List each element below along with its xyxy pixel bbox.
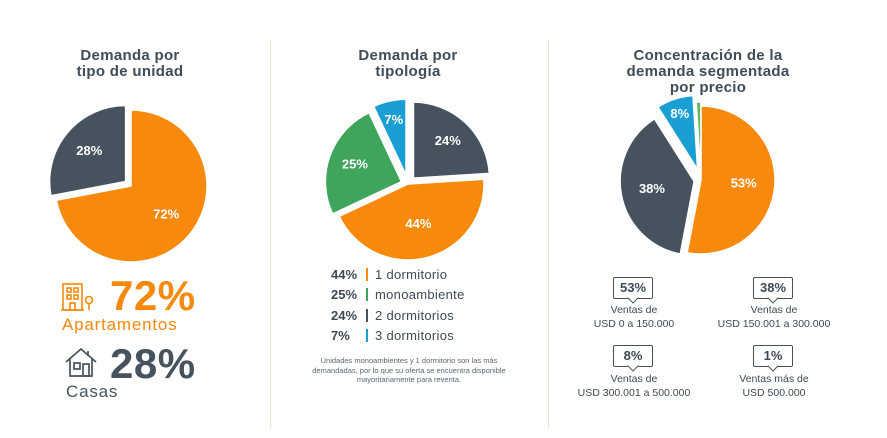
legend-swatch bbox=[366, 288, 368, 302]
segment-label: Ventas de USD 0 a 150.000 bbox=[593, 304, 675, 330]
casas-percentage: 28% bbox=[110, 340, 196, 387]
house-icon bbox=[65, 347, 97, 377]
segment-label: Ventas de USD 150.001 a 300.000 bbox=[717, 304, 831, 330]
pie-slice bbox=[324, 111, 403, 215]
panel1-title: Demanda por tipo de unidad bbox=[76, 47, 184, 80]
pie-slice bbox=[338, 178, 485, 261]
legend-label: 2 dormitorios bbox=[375, 307, 455, 323]
pie-slice-label: 38% bbox=[639, 181, 665, 196]
building-icon bbox=[61, 283, 94, 311]
pie-slice-label: 24% bbox=[435, 133, 461, 148]
segment-label: Ventas de USD 300.001 a 500.000 bbox=[577, 373, 691, 399]
legend-pct: 25% bbox=[331, 287, 358, 303]
apartamentos-percentage: 72% bbox=[110, 272, 196, 319]
legend-pct: 44% bbox=[331, 266, 358, 282]
pie-slice bbox=[48, 104, 127, 197]
legend-swatch bbox=[366, 308, 368, 322]
segment-badge: 38% bbox=[753, 277, 793, 299]
pie-slice bbox=[656, 94, 699, 170]
segment-label: Ventas más de USD 500.000 bbox=[739, 373, 809, 399]
pie-slice bbox=[619, 117, 695, 255]
legend-item: 7% 3 dormitorios bbox=[331, 326, 465, 347]
pie-slice-label: 8% bbox=[670, 106, 689, 121]
legend-label: monoambiente bbox=[375, 287, 465, 303]
pie-slice-label: 7% bbox=[384, 112, 403, 127]
pie-slice-label: 25% bbox=[342, 156, 368, 171]
pie-slice bbox=[412, 101, 491, 179]
panel-divider-2 bbox=[548, 40, 549, 428]
legend-label: 1 dormitorio bbox=[375, 266, 448, 282]
casas-label: Casas bbox=[66, 382, 119, 401]
pie-slice bbox=[695, 101, 702, 177]
legend-item: 24% 2 dormitorios bbox=[331, 305, 465, 326]
tipologia-legend: 44% 1 dormitorio 25% monoambiente 24% 2 … bbox=[331, 264, 465, 346]
pie-slice bbox=[55, 109, 208, 263]
pie-slice bbox=[372, 98, 407, 176]
panel-divider-1 bbox=[270, 40, 271, 428]
apartamentos-label: Apartamentos bbox=[62, 315, 178, 334]
pie-slice-label: 72% bbox=[153, 207, 179, 222]
pie-slice bbox=[686, 105, 776, 255]
panel2-title: Demanda por tipología bbox=[358, 47, 458, 80]
panel3-title: Concentración de la demanda segmentada p… bbox=[626, 47, 790, 96]
legend-swatch bbox=[366, 267, 368, 281]
pie-slice-label: 44% bbox=[405, 216, 431, 231]
legend-label: 3 dormitorios bbox=[375, 328, 455, 344]
tipologia-note: Unidades monoambientes y 1 dormitorio so… bbox=[312, 356, 506, 384]
legend-swatch bbox=[366, 329, 368, 343]
pie-slice-label: 28% bbox=[76, 143, 102, 158]
legend-pct: 24% bbox=[331, 307, 358, 323]
legend-item: 25% monoambiente bbox=[331, 285, 465, 306]
pie-slice-label: 53% bbox=[731, 175, 757, 190]
legend-pct: 7% bbox=[331, 328, 350, 344]
legend-item: 44% 1 dormitorio bbox=[331, 264, 465, 285]
segment-badge: 8% bbox=[613, 345, 653, 367]
